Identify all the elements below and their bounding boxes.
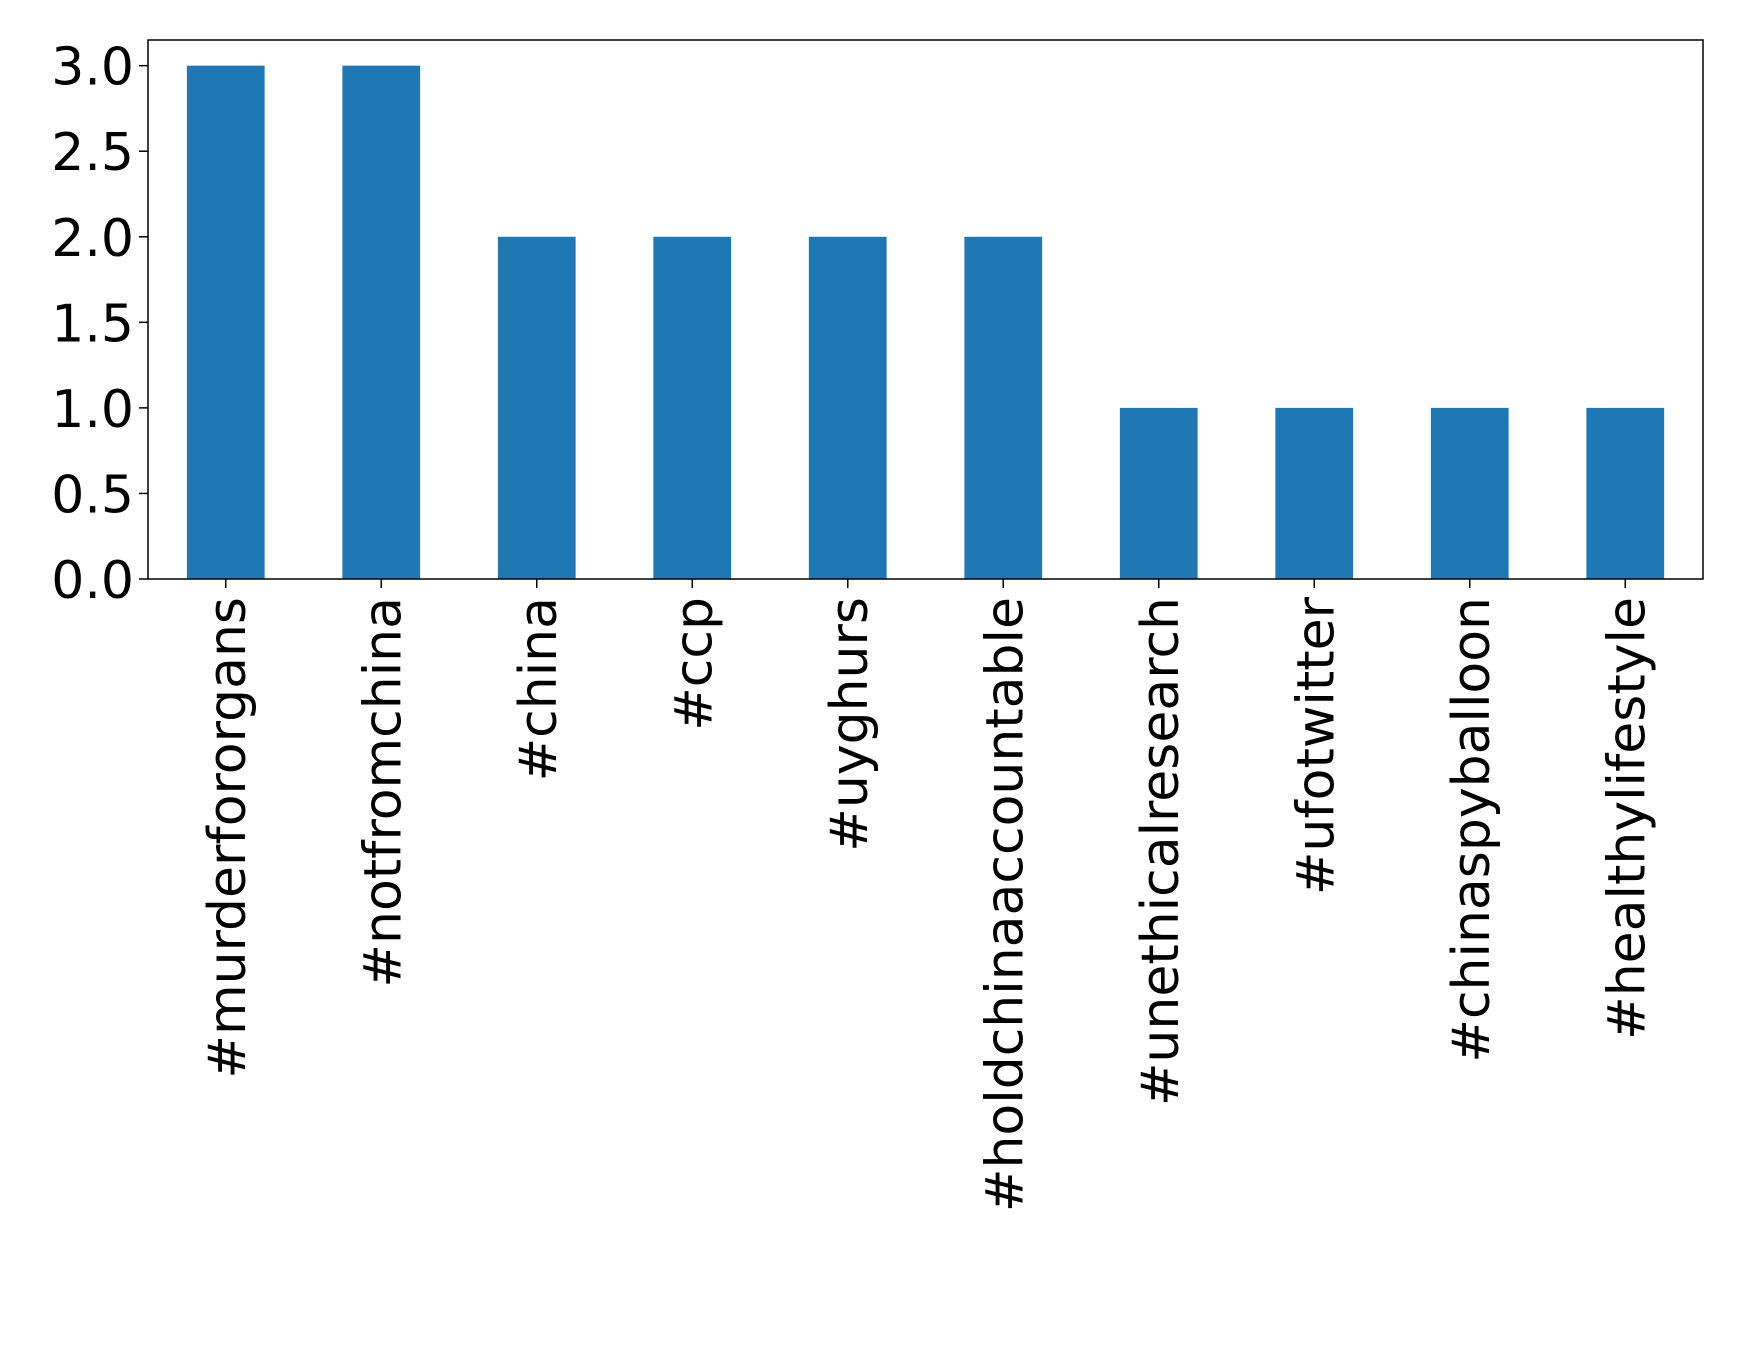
bar-notfromchina (342, 65, 421, 579)
y-tick-label: 3.0 (51, 38, 134, 98)
y-tick-label: 1.5 (51, 294, 134, 354)
x-tick-label: #ccp (664, 597, 724, 731)
bar-chinaspyballoon (1430, 407, 1509, 579)
x-tick-label: #murderfororgans (198, 597, 258, 1079)
y-axis: 0.0 0.5 1.0 1.5 2.0 2.5 3.0 (51, 38, 148, 611)
x-axis: #murderfororgans #notfromchina #china #ccp #… (198, 579, 1657, 1212)
y-tick-label: 1.0 (51, 380, 134, 440)
x-tick-label: #chinaspyballoon (1442, 597, 1502, 1063)
bars-group (186, 65, 1665, 579)
plot-frame (147, 39, 1704, 580)
bar-unethicalresearch (1119, 407, 1198, 579)
y-tick-label: 2.0 (51, 209, 134, 269)
y-tick-label: 2.5 (51, 123, 134, 183)
x-tick-label: #holdchinaaccountable (975, 597, 1035, 1212)
x-tick-label: #healthylifestyle (1597, 597, 1657, 1040)
bar-ufotwitter (1275, 407, 1354, 579)
y-tick-label: 0.0 (51, 551, 134, 611)
bar-holdchinaaccountable (964, 236, 1043, 579)
x-tick-label: #notfromchina (353, 597, 413, 988)
x-tick-label: #china (509, 597, 569, 781)
bar-murderfororgans (186, 65, 265, 579)
bar-china (497, 236, 576, 579)
bar-uyghurs (808, 236, 887, 579)
bar-ccp (653, 236, 732, 579)
x-tick-label: #unethicalresearch (1131, 597, 1191, 1106)
x-tick-label: #ufotwitter (1286, 596, 1346, 895)
bar-healthylifestyle (1586, 407, 1665, 579)
y-tick-label: 0.5 (51, 465, 134, 525)
x-tick-label: #uyghurs (820, 597, 880, 852)
